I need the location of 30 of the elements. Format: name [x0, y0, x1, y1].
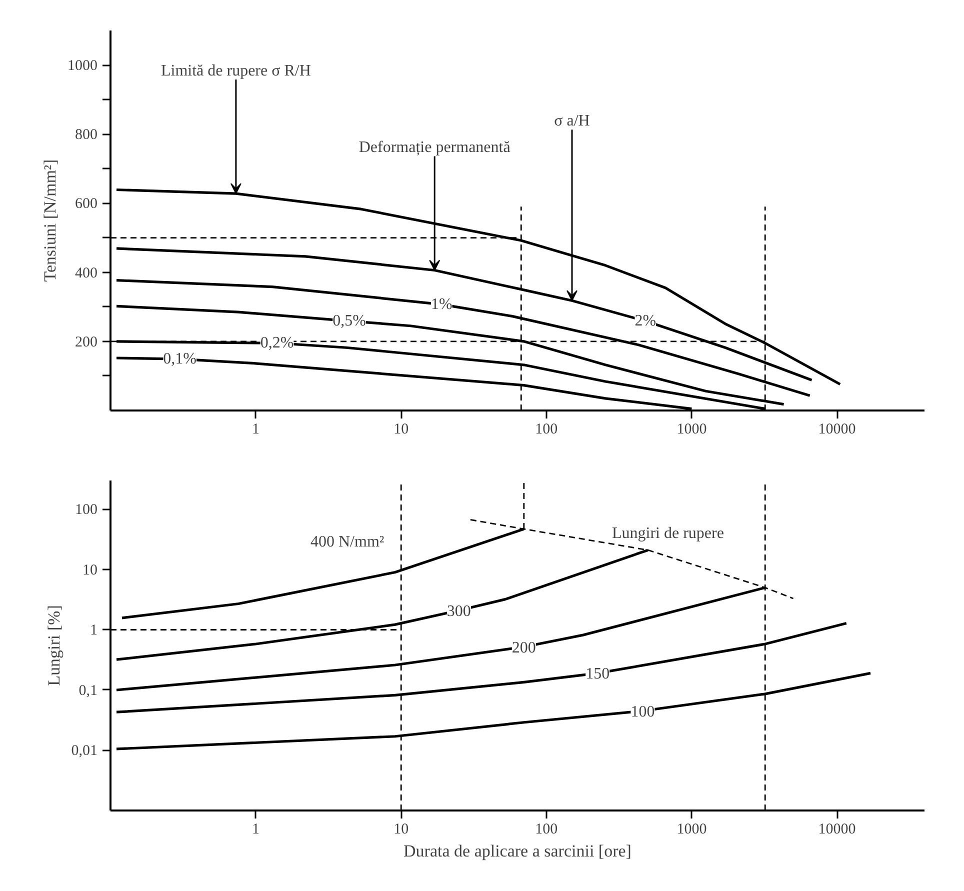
y-tick-label: 600 — [75, 196, 98, 212]
annotation: 1% — [430, 296, 452, 313]
annotation: 2% — [634, 312, 656, 330]
y-tick-label: 100 — [75, 502, 98, 518]
y-tick-label: 0,1 — [78, 683, 98, 699]
y-tick-label: 0,01 — [71, 743, 98, 760]
x-tick-label: 100 — [535, 822, 558, 838]
annotation: Lungiri de rupere — [612, 525, 724, 542]
x-tick-label: 10000 — [818, 822, 856, 838]
annotation: Limită de rupere σ R/H — [160, 62, 312, 80]
y-tick-label: 1000 — [68, 58, 98, 74]
annotation: 400 N/mm² — [310, 534, 384, 550]
y-axis-title: Lungiri [%] — [44, 605, 64, 686]
x-tick-label: 1000 — [676, 822, 707, 838]
x-tick-label: 1 — [252, 822, 260, 838]
x-axis-title: Durata de aplicare a sarcinii [ore] — [404, 842, 632, 860]
y-tick-label: 400 — [75, 265, 98, 282]
x-tick-label: 10 — [394, 422, 409, 438]
annotation: Deformație permanentă — [358, 139, 510, 156]
x-tick-label: 10 — [394, 822, 409, 838]
y-axis-title: Tensiuni [N/mm²] — [40, 159, 60, 282]
x-tick-label: 10000 — [818, 422, 856, 438]
x-tick-label: 1000 — [676, 422, 707, 438]
y-tick-label: 10 — [82, 562, 98, 578]
y-tick-label: 1 — [90, 622, 98, 639]
y-tick-label: 200 — [75, 334, 98, 350]
annotation: σ a/H — [554, 112, 590, 130]
y-tick-label: 800 — [75, 127, 98, 144]
x-tick-label: 1 — [252, 422, 260, 438]
x-tick-label: 100 — [535, 422, 558, 438]
